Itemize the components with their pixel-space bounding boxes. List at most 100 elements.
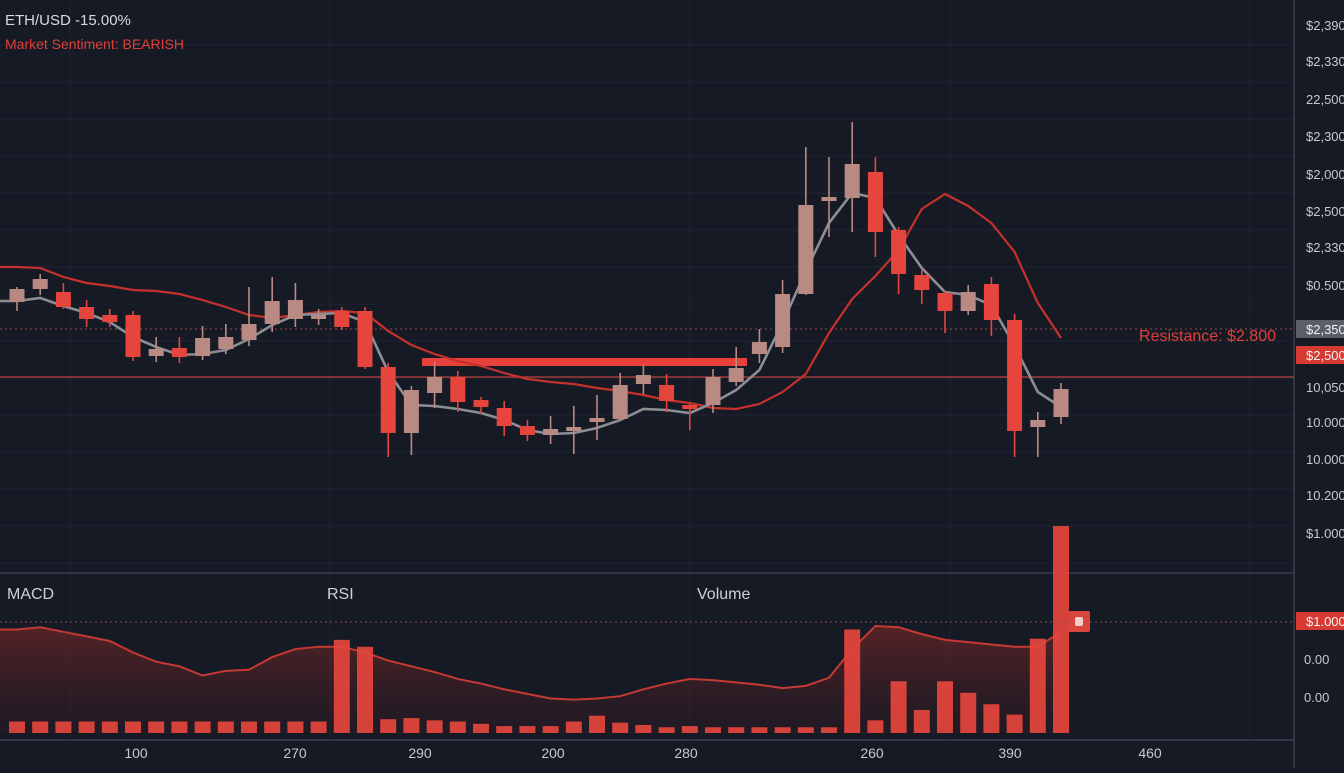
volume-bar (774, 727, 791, 733)
macd-label: MACD (7, 586, 55, 603)
volume-bar (101, 721, 118, 733)
x-axis-label: 290 (408, 745, 432, 761)
volume-bar (519, 726, 536, 733)
volume-bar (960, 692, 977, 733)
candle-body (519, 426, 535, 435)
candle-body (171, 348, 187, 357)
volume-label: Volume (697, 586, 751, 603)
x-axis-label: 280 (674, 745, 698, 761)
volume-bar (1029, 638, 1046, 733)
volume-bar (9, 721, 25, 733)
candle-body (195, 338, 211, 356)
volume-bar (867, 720, 884, 733)
candle-body (914, 275, 930, 290)
candle-body (102, 315, 118, 322)
volume-bar (473, 723, 489, 733)
volume-axis-label: $1.000 (1306, 614, 1344, 629)
volume-axis-label: 0.00 (1304, 690, 1329, 705)
volume-bar (333, 639, 350, 733)
volume-envelope-line (0, 625, 1062, 701)
x-axis-label: 200 (541, 745, 565, 761)
market-sentiment: Market Sentiment: BEARISH (5, 36, 184, 52)
candle-body (287, 300, 303, 319)
price-axis-label: $2,000 (1306, 167, 1344, 182)
volume-bar (426, 720, 443, 733)
candle-body (682, 405, 698, 409)
volume-bar (403, 718, 420, 733)
price-axis-label: 10.000 (1306, 415, 1344, 430)
candle-body (891, 230, 907, 274)
candle-body (728, 368, 744, 382)
price-axis-label: $1.000 (1306, 526, 1344, 541)
volume-bar (681, 726, 698, 733)
candle-body (79, 307, 95, 319)
candle-body (775, 294, 791, 347)
volume-bar (890, 681, 907, 733)
price-axis-label: 10.200 (1306, 488, 1344, 503)
price-axis-label: $2,390 (1306, 18, 1344, 33)
candle-body (960, 292, 976, 311)
volume-marker-icon (1075, 617, 1083, 626)
ma-slow-line (0, 192, 1062, 411)
candle-body (55, 292, 71, 307)
candle-body (427, 377, 443, 393)
volume-label-highlight (1296, 612, 1344, 630)
x-axis-label: 460 (1138, 745, 1162, 761)
candle-body (937, 293, 953, 311)
price-axis-label: $2,330 (1306, 54, 1344, 69)
volume-bar (357, 646, 373, 733)
volume-bar (565, 721, 582, 733)
resistance-annotation: Resistance: $2.800 (1139, 328, 1276, 345)
candle-body (635, 375, 651, 384)
volume-bar (496, 726, 513, 733)
candle-body (705, 377, 721, 405)
volume-bar (589, 715, 605, 733)
ma-fast-line (0, 191, 1062, 436)
rsi-label: RSI (327, 586, 354, 603)
volume-bar (705, 727, 721, 733)
candle-body (32, 279, 48, 289)
candle-body (125, 315, 141, 357)
candle-body (543, 429, 559, 435)
price-axis-label: 10.000 (1306, 452, 1344, 467)
price-axis-label: $2,500 (1306, 204, 1344, 219)
price-axis-label: $2,300 (1306, 129, 1344, 144)
volume-bar (217, 721, 234, 733)
support-zone-bar (422, 358, 747, 366)
candle-body (450, 377, 466, 402)
price-axis-label: $2,330 (1306, 240, 1344, 255)
volume-bar (55, 721, 72, 733)
candle-body (473, 400, 489, 407)
candle-body (844, 164, 860, 198)
candle-body (496, 408, 512, 426)
candle-body (1007, 320, 1023, 431)
candle-body (334, 311, 350, 327)
volume-bar (728, 727, 745, 733)
volume-bar (821, 727, 837, 733)
price-axis-label: 22,500 (1306, 92, 1344, 107)
candle-body (264, 301, 280, 324)
volume-bar (658, 727, 675, 733)
volume-bar (449, 721, 466, 733)
candle-body (612, 385, 628, 419)
price-axis-label: 10,050 (1306, 380, 1344, 395)
x-axis-label: 260 (860, 745, 884, 761)
volume-bar (287, 721, 304, 733)
volume-bar (542, 726, 559, 733)
candle-body (148, 349, 164, 356)
volume-bar (125, 721, 141, 733)
candle-body (403, 390, 419, 433)
candle-body (380, 367, 396, 433)
volume-bar (983, 704, 1000, 733)
candle-body (1030, 420, 1046, 427)
price-label-highlight (1296, 320, 1344, 338)
volume-axis-label: 0.00 (1304, 652, 1329, 667)
candle-body (659, 385, 675, 401)
candle-body (9, 289, 25, 302)
x-axis-label: 100 (124, 745, 148, 761)
candle-body (798, 205, 814, 294)
ticker-title: ETH/USD -15.00% (5, 12, 131, 29)
candle-body (1053, 389, 1069, 417)
